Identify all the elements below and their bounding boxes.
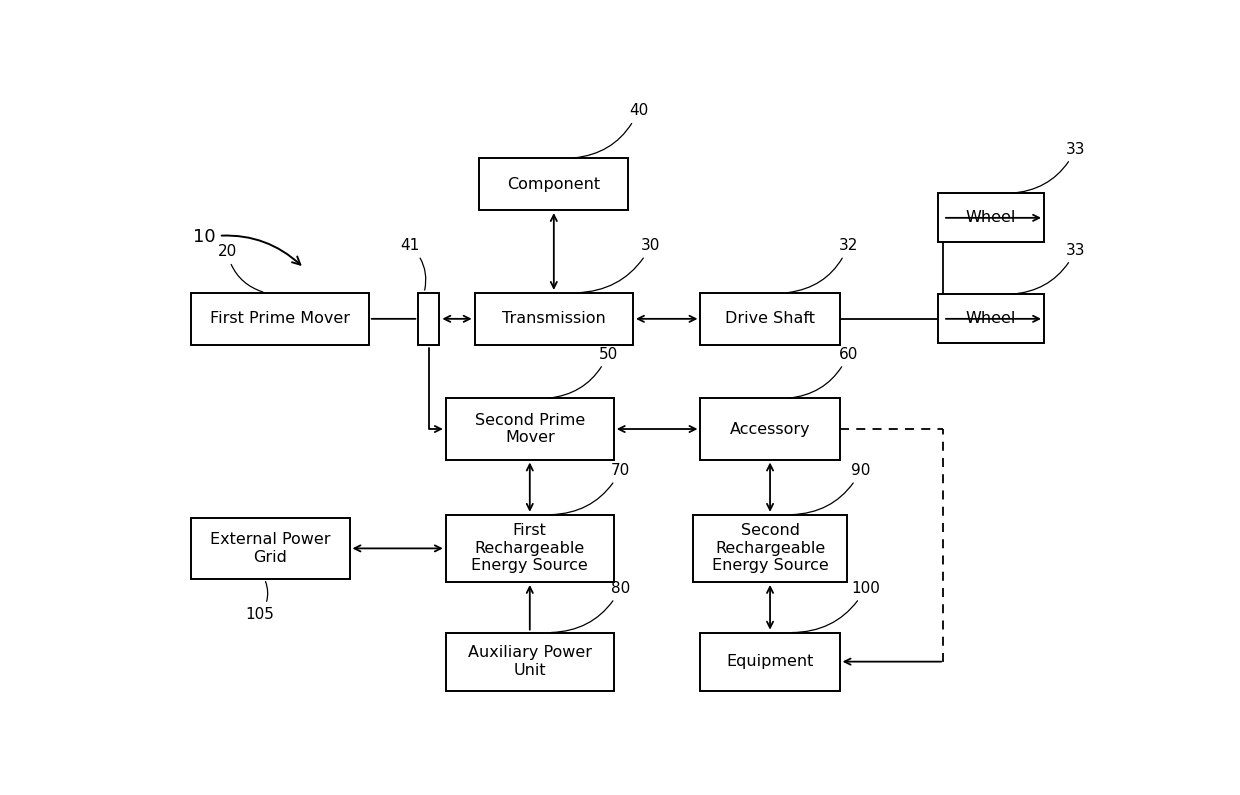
FancyBboxPatch shape bbox=[475, 293, 634, 345]
Text: Second Prime
Mover: Second Prime Mover bbox=[475, 413, 585, 445]
FancyBboxPatch shape bbox=[191, 293, 368, 345]
Text: Wheel: Wheel bbox=[966, 312, 1017, 326]
Text: 10: 10 bbox=[193, 228, 300, 265]
FancyBboxPatch shape bbox=[701, 633, 839, 691]
Text: 105: 105 bbox=[246, 582, 274, 622]
Text: 33: 33 bbox=[1011, 142, 1085, 193]
Text: Auxiliary Power
Unit: Auxiliary Power Unit bbox=[467, 646, 591, 678]
Text: 60: 60 bbox=[789, 347, 858, 398]
Text: 30: 30 bbox=[577, 238, 661, 293]
FancyBboxPatch shape bbox=[939, 294, 1044, 343]
FancyBboxPatch shape bbox=[701, 398, 839, 460]
Text: Transmission: Transmission bbox=[502, 312, 605, 326]
Text: Wheel: Wheel bbox=[966, 211, 1017, 225]
Text: 70: 70 bbox=[552, 463, 630, 514]
FancyBboxPatch shape bbox=[693, 514, 847, 582]
Text: 90: 90 bbox=[791, 463, 870, 514]
Text: Drive Shaft: Drive Shaft bbox=[725, 312, 815, 326]
Text: Component: Component bbox=[507, 176, 600, 192]
Text: 40: 40 bbox=[574, 103, 649, 158]
FancyBboxPatch shape bbox=[701, 293, 839, 345]
FancyBboxPatch shape bbox=[445, 398, 614, 460]
Text: 80: 80 bbox=[552, 581, 630, 633]
Text: First
Rechargeable
Energy Source: First Rechargeable Energy Source bbox=[471, 523, 588, 573]
Text: First Prime Mover: First Prime Mover bbox=[210, 312, 350, 326]
FancyBboxPatch shape bbox=[445, 633, 614, 691]
Text: External Power
Grid: External Power Grid bbox=[210, 532, 331, 564]
Text: 32: 32 bbox=[789, 238, 858, 293]
Text: Second
Rechargeable
Energy Source: Second Rechargeable Energy Source bbox=[712, 523, 828, 573]
Text: 41: 41 bbox=[401, 238, 425, 290]
Text: 50: 50 bbox=[548, 347, 618, 398]
Text: 33: 33 bbox=[1011, 242, 1085, 294]
FancyBboxPatch shape bbox=[939, 193, 1044, 242]
Text: 100: 100 bbox=[791, 581, 880, 633]
FancyBboxPatch shape bbox=[445, 514, 614, 582]
Text: Accessory: Accessory bbox=[729, 421, 811, 436]
FancyBboxPatch shape bbox=[418, 293, 439, 345]
FancyBboxPatch shape bbox=[480, 158, 629, 210]
FancyBboxPatch shape bbox=[191, 518, 350, 579]
Text: Equipment: Equipment bbox=[727, 654, 813, 669]
Text: 20: 20 bbox=[217, 244, 263, 292]
